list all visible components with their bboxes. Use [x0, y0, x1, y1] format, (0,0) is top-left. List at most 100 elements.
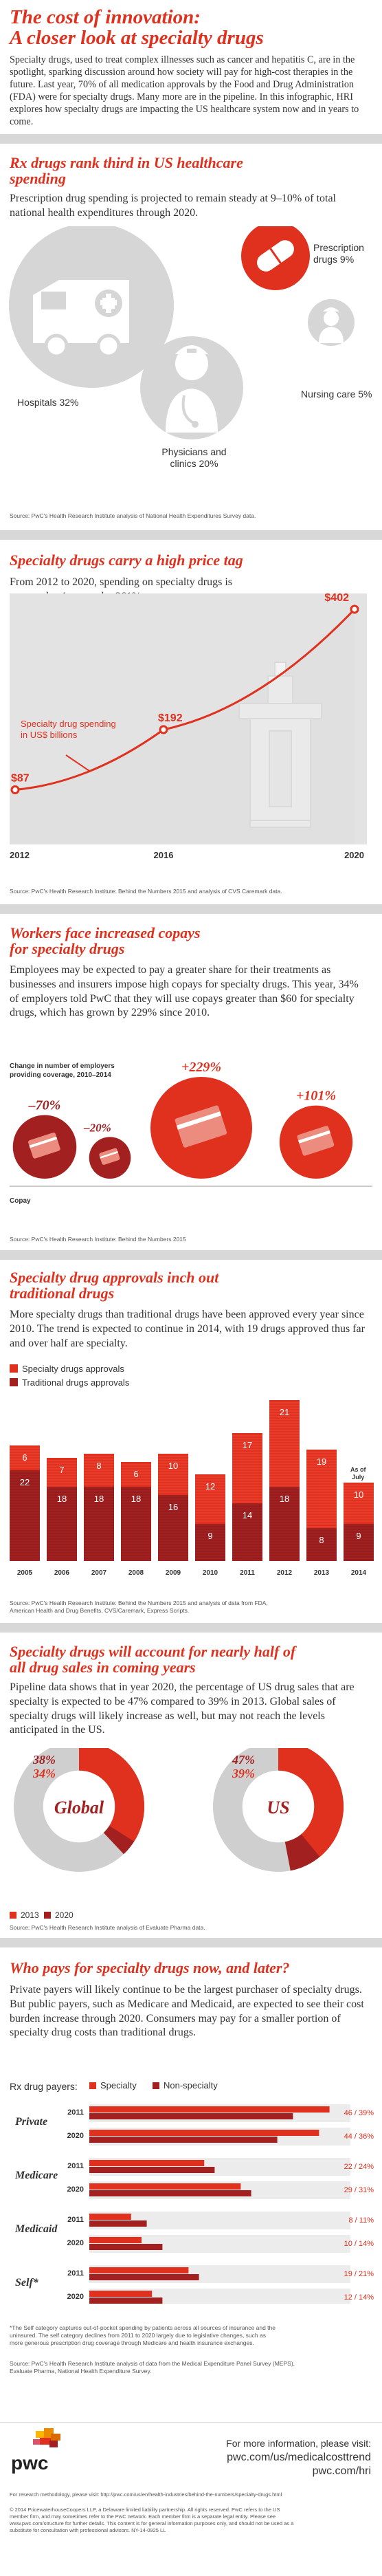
traditional-bar — [47, 1487, 77, 1561]
legend-swatch-specialty — [89, 2082, 96, 2089]
url-hri[interactable]: pwc.com/hri — [312, 2465, 371, 2477]
legal-line4: substitute for consultation with profess… — [10, 2527, 166, 2534]
year-tick-label: 2011 — [240, 1569, 255, 1577]
credit-card-stripe — [298, 1130, 330, 1144]
source-line2: American Health and Drug Benefits, CVS/C… — [10, 1607, 190, 1615]
spending-value-label: $87 — [11, 773, 30, 785]
legend-line1: Specialty drug spending — [21, 719, 116, 729]
specialty-bar — [344, 1483, 374, 1524]
sales-2013-value: 39% — [232, 1767, 255, 1780]
methodology-note[interactable]: For research methodology, please visit: … — [10, 2491, 282, 2498]
section-title: Rx drugs rank third in US healthcare spe… — [10, 155, 243, 186]
specialty-value-label: 10 — [168, 1461, 178, 1471]
non-specialty-bar — [89, 2244, 163, 2250]
specialty-bar — [89, 2291, 153, 2297]
intro-body: Specialty drugs, used to treat complex i… — [10, 54, 359, 128]
spending-x-tick: 2012 — [10, 850, 30, 860]
section-approvals: Specialty drug approvals inch out tradit… — [0, 1260, 382, 1623]
legend-label-specialty: Specialty drugs approvals — [22, 1364, 124, 1374]
traditional-bar — [232, 1503, 262, 1561]
sales-2020-value: 47% — [232, 1753, 255, 1767]
legend-swatch-traditional — [10, 1378, 18, 1386]
pill-icon — [257, 240, 294, 272]
specialty-bar — [269, 1400, 300, 1487]
copay-change-label: +229% — [181, 1060, 221, 1075]
section-title: Specialty drug approvals inch out tradit… — [10, 1269, 218, 1301]
non-specialty-bar — [89, 2167, 215, 2173]
year-tick-label: 2008 — [128, 1569, 144, 1577]
section-body: More specialty drugs than traditional dr… — [10, 1309, 365, 1349]
sales-donut-hole — [242, 1770, 315, 1843]
year-tick-label: 2009 — [166, 1569, 181, 1577]
legend-label-specialty: Specialty — [100, 2080, 137, 2091]
source-line1: Source: PwC's Health Research Institute … — [10, 2360, 295, 2367]
as-of-line2: July — [352, 1473, 365, 1481]
info-label: For more information, please visit: — [226, 2438, 371, 2449]
separator — [0, 1938, 382, 1947]
spending-point — [159, 725, 168, 734]
copay-change-label: –20% — [83, 1121, 111, 1134]
year-tick-label: 2007 — [91, 1569, 107, 1577]
approvals-chart: Specialty drugs approvals Traditional dru… — [10, 1364, 374, 1577]
source-note: Source: PwC's Health Research Institute:… — [10, 1600, 268, 1615]
specialty-value-label: 7 — [59, 1465, 64, 1475]
section-copays: Workers face increased copays for specia… — [0, 914, 382, 1250]
traditional-bar — [195, 1524, 225, 1561]
traditional-value-label: 18 — [280, 1494, 289, 1504]
section-title-line2: for specialty drugs — [10, 940, 125, 958]
source-note: Source: PwC's Health Research Institute:… — [10, 888, 282, 895]
specialty-bar — [47, 1458, 77, 1487]
traditional-value-label: 22 — [20, 1477, 30, 1487]
sales-chart: Global 38%34% US 47%39% 2013 2020 — [10, 1748, 344, 1920]
specialty-bar — [121, 1462, 151, 1487]
separator — [0, 904, 382, 914]
payer-value-label: 10 / 14% — [344, 2240, 374, 2248]
separator — [0, 530, 382, 540]
physicians-label: Physicians and clinics 20% — [161, 446, 227, 469]
section-drug-sales: Specialty drugs will account for nearly … — [0, 1633, 382, 1938]
section-title: Specialty drugs will account for nearly … — [10, 1644, 295, 1675]
payer-value-label: 22 / 24% — [344, 2163, 374, 2171]
section-title-line2: spending — [10, 170, 66, 188]
source-note: Source: PwC's Health Research Institute:… — [10, 1236, 186, 1243]
credit-card-stripe — [29, 1136, 58, 1148]
section-title-line2: all drug sales in coming years — [10, 1659, 196, 1677]
physicians-circle — [140, 336, 243, 439]
section-title: Specialty drugs carry a high price tag — [10, 552, 243, 569]
section-payers: Who pays for specialty drugs now, and la… — [0, 1947, 382, 2422]
source-line2: Evaluate Pharma, National Health Expendi… — [10, 2368, 152, 2375]
separator — [0, 1623, 382, 1633]
traditional-value-label: 9 — [207, 1531, 212, 1541]
traditional-value-label: 16 — [168, 1502, 178, 1512]
specialty-value-label: 8 — [96, 1461, 101, 1471]
spending-area — [10, 609, 355, 844]
traditional-bar — [10, 1470, 40, 1561]
source-note: Source: PwC's Health Research Institute … — [10, 1924, 205, 1931]
payer-year-label: 2011 — [67, 2162, 84, 2170]
legend-label-non-specialty: Non-specialty — [164, 2080, 218, 2091]
payer-year-label: 2011 — [67, 2269, 84, 2278]
traditional-value-label: 18 — [57, 1494, 67, 1504]
section-body: Pipeline data shows that in year 2020, t… — [10, 1681, 355, 1736]
payer-value-label: 44 / 36% — [344, 2132, 374, 2141]
intro-panel: The cost of innovation: A closer look at… — [0, 0, 382, 134]
specialty-value-label: 21 — [280, 1407, 289, 1417]
legend-arrow — [65, 754, 90, 772]
specialty-bar — [158, 1454, 188, 1495]
page-title-line2: A closer look at specialty drugs — [10, 27, 264, 50]
non-specialty-bar — [89, 2297, 163, 2304]
payer-value-label: 19 / 21% — [344, 2270, 374, 2278]
source-note: Source: PwC's Health Research Institute … — [10, 2360, 295, 2375]
year-tick-label: 2014 — [351, 1569, 367, 1577]
spending-point — [350, 604, 359, 614]
payer-category-label: Self* — [15, 2277, 39, 2289]
legal-line3: www.pwc.com/structure for further detail… — [10, 2520, 294, 2527]
spending-chart: $87 2012 $192 2016 $402 2020 — [10, 593, 367, 860]
year-tick-label: 2013 — [314, 1569, 330, 1577]
payer-value-label: 29 / 31% — [344, 2186, 374, 2194]
sales-donut-hole — [43, 1770, 115, 1843]
url-medical-cost-trend[interactable]: pwc.com/us/medicalcosttrend — [227, 2452, 371, 2463]
payers-chart: Specialty Non-specialty Private 2011 46 / 39… — [14, 2080, 374, 2304]
legend-label-2013: 2013 — [21, 1910, 39, 1920]
non-specialty-bar — [89, 2137, 278, 2143]
